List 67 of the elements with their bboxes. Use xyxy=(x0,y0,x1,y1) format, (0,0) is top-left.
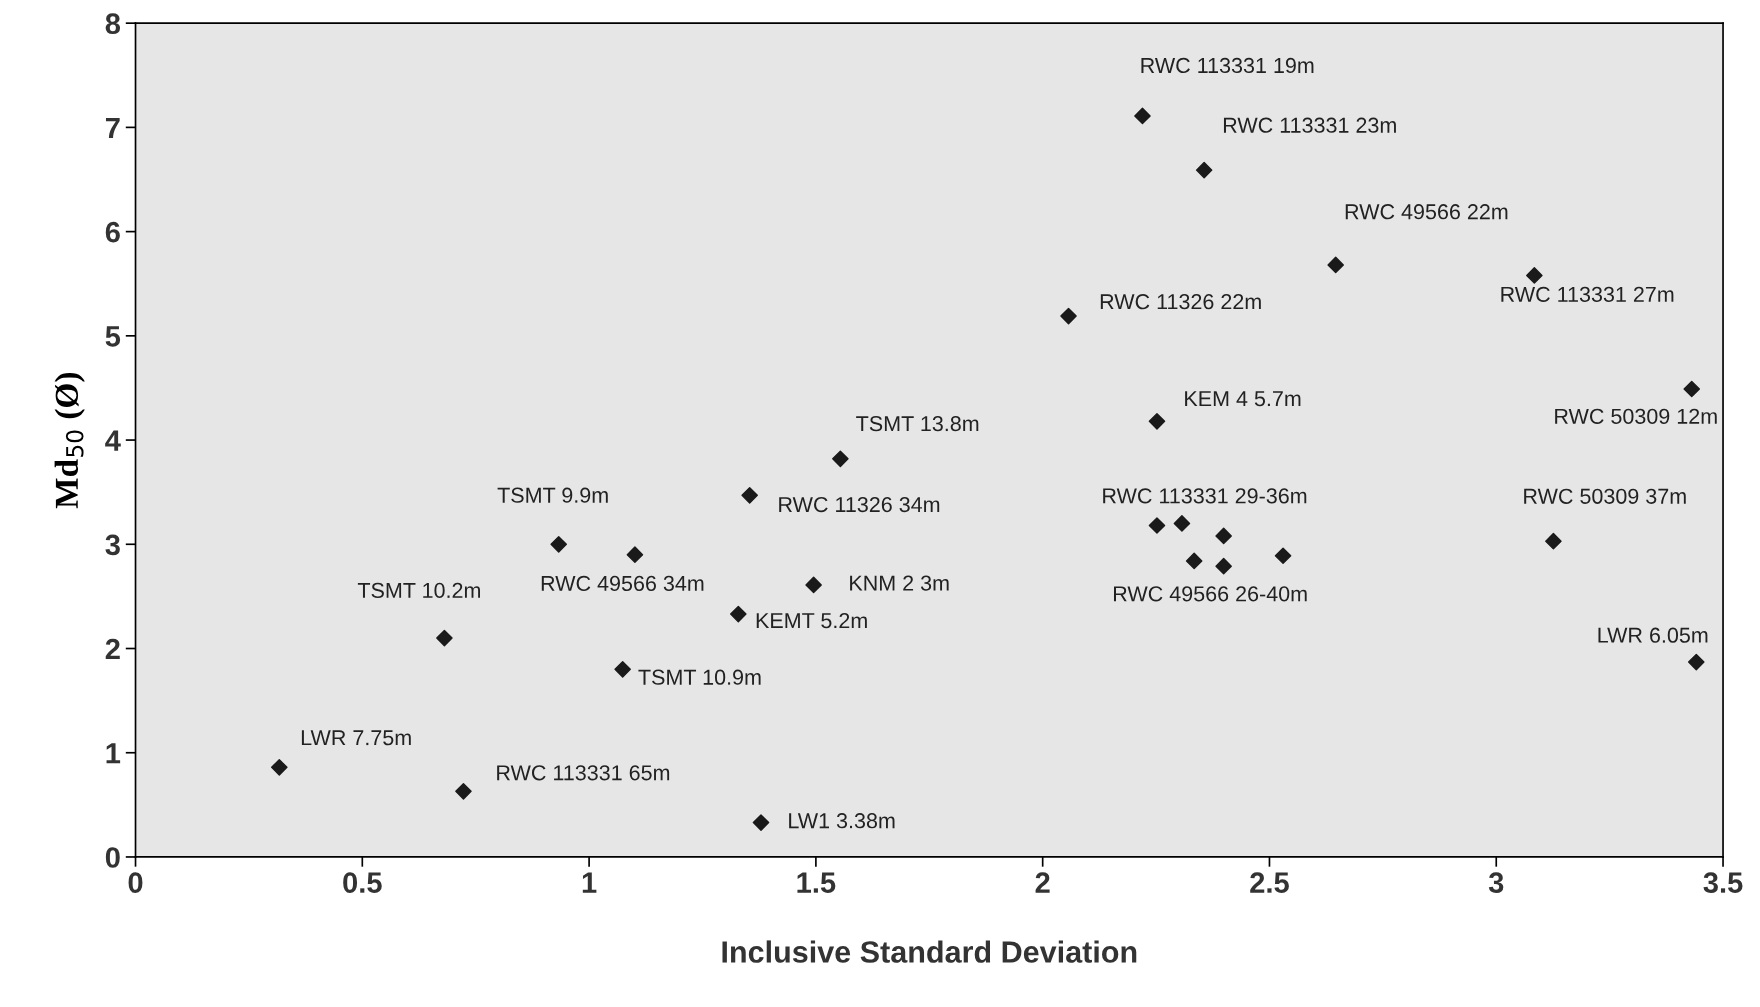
point xyxy=(741,486,758,504)
annotation: RWC 113331 27m xyxy=(1501,286,1674,302)
point xyxy=(1274,547,1292,565)
x-tick-label: 2 xyxy=(1035,872,1050,893)
annotation: LWR 6.05m xyxy=(1598,627,1708,643)
annotation: RWC 50309 37m xyxy=(1524,488,1686,504)
point xyxy=(1195,161,1213,179)
point xyxy=(1687,653,1705,671)
point xyxy=(730,605,747,623)
point xyxy=(1148,517,1166,534)
y-tick-label: 3 xyxy=(105,534,120,556)
annotation: KEMT 5.2m xyxy=(756,612,867,629)
y-axis-title: Md$_{50}$ (Ø) xyxy=(54,372,85,509)
point xyxy=(1185,552,1203,570)
point xyxy=(1526,267,1543,284)
x-tick-label: 2.5 xyxy=(1250,872,1289,893)
point xyxy=(1134,107,1151,125)
point xyxy=(1215,527,1232,545)
annotation: RWC 50309 12m xyxy=(1555,408,1717,424)
point xyxy=(1173,515,1191,532)
y-tick-label: 5 xyxy=(105,326,121,347)
point xyxy=(614,661,631,678)
point xyxy=(436,629,453,647)
point xyxy=(455,782,472,800)
y-tick-label: 7 xyxy=(105,117,120,138)
x-tick-label: 0.5 xyxy=(343,872,382,893)
x-tick-label: 1.5 xyxy=(797,872,836,893)
point xyxy=(752,814,770,831)
y-tick-label: 0 xyxy=(105,847,120,868)
point xyxy=(1327,256,1344,274)
annotation: RWC 113331 23m xyxy=(1223,117,1396,133)
annotation: KEM 4 5.7m xyxy=(1185,391,1301,407)
annotation: RWC 49566 34m xyxy=(541,575,704,592)
point xyxy=(1215,557,1232,575)
annotation: RWC 113331 65m xyxy=(497,765,670,781)
annotation: RWC 11326 34m xyxy=(779,496,940,513)
point xyxy=(832,450,849,468)
point xyxy=(805,576,822,594)
annotation: RWC 113331 29-36m xyxy=(1103,488,1307,504)
annotation: TSMT 9.9m xyxy=(497,487,608,503)
annotation: TSMT 10.9m xyxy=(638,669,761,685)
point xyxy=(1545,532,1562,550)
annotation: RWC 49566 26-40m xyxy=(1113,586,1307,602)
x-tick-label: 1 xyxy=(582,872,597,893)
y-tick-label: 6 xyxy=(105,221,120,243)
annotation: TSMT 10.2m xyxy=(357,582,480,599)
annotation: RWC 49566 22m xyxy=(1345,204,1508,220)
x-tick-label: 3 xyxy=(1488,872,1504,894)
x-tick-label: 3.5 xyxy=(1703,872,1743,894)
annotation: LW1 3.38m xyxy=(789,813,895,829)
point xyxy=(271,759,288,776)
y-tick-label: 2 xyxy=(105,638,120,660)
annotation: LWR 7.75m xyxy=(301,730,411,746)
point xyxy=(626,546,644,564)
annotation: KNM 2 3m xyxy=(850,575,949,591)
annotation: RWC 11326 22m xyxy=(1100,294,1261,310)
y-tick-label: 8 xyxy=(105,13,121,35)
x-tick-label: 0 xyxy=(128,872,143,893)
annotation: RWC 113331 19m xyxy=(1141,57,1314,74)
y-tick-label: 1 xyxy=(106,743,121,764)
point xyxy=(1683,380,1701,398)
point xyxy=(550,535,568,553)
point xyxy=(1060,307,1077,325)
annotation: TSMT 13.8m xyxy=(856,416,979,432)
y-tick-label: 4 xyxy=(105,430,121,451)
x-axis-title: Inclusive Standard Deviation xyxy=(722,940,1137,963)
point xyxy=(1148,412,1166,430)
